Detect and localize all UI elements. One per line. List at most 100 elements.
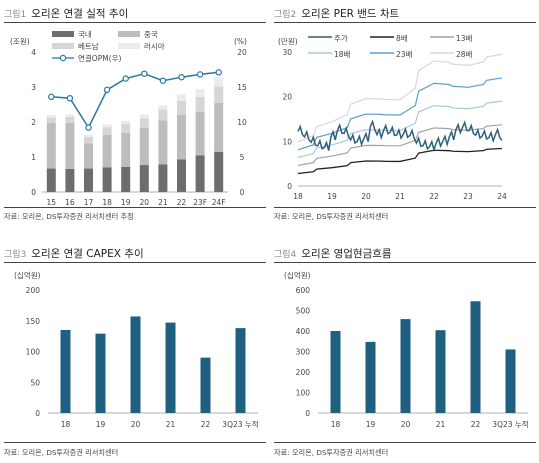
x-tick-label: 24 bbox=[497, 192, 507, 201]
x-tick-label: 15 bbox=[47, 198, 57, 207]
opm-point bbox=[159, 77, 167, 84]
stacked-bar-segment bbox=[195, 96, 205, 112]
chart-4-svg: (십억원) 0 100 200 300 400 500 600 18 19 20 21 22 3Q23 누… bbox=[284, 271, 529, 429]
chart-panel-1: 그림1 오리온 연결 실적 추이 (조원) (%) 0 1 2 3 4 0 5 10 15 20 15 16… bbox=[0, 0, 268, 230]
x-tick-label: 23F bbox=[193, 198, 207, 207]
bar bbox=[365, 341, 376, 413]
x-tick-label: 18 bbox=[102, 198, 112, 207]
stacked-bar-segment bbox=[158, 120, 168, 165]
chart-4-bottom-rule bbox=[274, 442, 536, 443]
legend-label: 8배 bbox=[396, 34, 408, 43]
y2-tick-label: 5 bbox=[240, 153, 245, 162]
chart-2-svg: (만원) 0 10 20 30 18 19 20 21 22 23 24 주가 8배 13배 18배 23배 28… bbox=[278, 34, 507, 201]
opm-point bbox=[48, 93, 55, 101]
bar bbox=[330, 331, 341, 413]
y-tick-label: 500 bbox=[296, 307, 311, 316]
opm-point bbox=[85, 124, 92, 131]
stacked-bar-segment bbox=[195, 155, 205, 192]
y-tick-label: 300 bbox=[296, 348, 311, 357]
opm-point bbox=[178, 73, 185, 81]
x-tick-label: 3Q23 누적 bbox=[222, 419, 258, 429]
stacked-bar-segment bbox=[102, 167, 112, 192]
chart-1-bottom-rule bbox=[4, 207, 266, 208]
chart-2-title-rule bbox=[274, 22, 536, 23]
opm-point bbox=[196, 71, 204, 78]
bar bbox=[505, 349, 516, 413]
y2-tick-label: 20 bbox=[237, 48, 247, 57]
y-tick-label: 150 bbox=[26, 317, 41, 326]
bar bbox=[200, 357, 211, 413]
chart-3-title-rule bbox=[4, 262, 266, 263]
chart-1-source: 자료: 오리온, DS투자증권 리서치센터 추정 bbox=[4, 212, 134, 221]
chart-3-figure-number: 그림3 bbox=[4, 250, 27, 260]
bar bbox=[235, 328, 246, 413]
stacked-bar-segment bbox=[46, 168, 56, 192]
y-tick-label: 4 bbox=[31, 48, 36, 57]
chart-2-source: 자료: 오리온, DS투자증권 리서치센터 bbox=[274, 212, 389, 221]
per-band-line bbox=[297, 147, 503, 175]
legend-label: 28배 bbox=[456, 50, 473, 59]
stacked-bar-segment bbox=[177, 94, 186, 101]
bar bbox=[165, 322, 176, 413]
y-tick-label: 0 bbox=[305, 409, 310, 418]
stacked-bar-segment bbox=[139, 165, 149, 192]
y-tick-label: 200 bbox=[26, 286, 41, 295]
x-tick-label: 3Q23 누적 bbox=[492, 419, 528, 429]
y-tick-label: 200 bbox=[296, 368, 311, 377]
x-tick-label: 22 bbox=[201, 420, 211, 429]
legend-label: 23배 bbox=[396, 50, 413, 59]
y-tick-label: 0 bbox=[287, 182, 292, 191]
chart-4-figure-number: 그림4 bbox=[274, 250, 297, 260]
stacked-bar-segment bbox=[121, 166, 131, 192]
legend-label: 중국 bbox=[144, 30, 158, 39]
y-tick-label: 400 bbox=[296, 327, 311, 336]
x-tick-label: 16 bbox=[65, 198, 75, 207]
x-tick-label: 19 bbox=[96, 420, 106, 429]
x-tick-label: 22 bbox=[177, 198, 187, 207]
chart-1-svg: (조원) (%) 0 1 2 3 4 0 5 10 15 20 15 16 17 18 19 20 21 22 23F 2… bbox=[10, 30, 247, 207]
per-band-line bbox=[297, 53, 503, 143]
legend-label: 러시아 bbox=[144, 41, 165, 51]
chart-4-title-rule bbox=[274, 262, 536, 263]
stacked-bar-segment bbox=[84, 134, 93, 138]
bar bbox=[130, 316, 141, 413]
legend-swatch bbox=[52, 43, 74, 49]
stacked-bar-segment bbox=[195, 89, 205, 97]
stacked-bar-segment bbox=[177, 101, 186, 115]
y-tick-label: 30 bbox=[282, 48, 292, 57]
bar bbox=[95, 333, 106, 413]
stacked-bar-segment bbox=[214, 102, 224, 152]
stacked-bar-segment bbox=[121, 132, 131, 167]
y-tick-label: 0 bbox=[31, 188, 36, 197]
y2-tick-label: 10 bbox=[237, 118, 247, 127]
stacked-bar-segment bbox=[102, 124, 112, 128]
stacked-bar-segment bbox=[65, 122, 75, 169]
x-tick-label: 20 bbox=[131, 420, 141, 429]
x-tick-label: 18 bbox=[331, 420, 341, 429]
legend-label: 베트남 bbox=[78, 42, 99, 51]
y2-tick-label: 15 bbox=[237, 83, 247, 92]
y-tick-label: 1 bbox=[31, 153, 36, 162]
legend-swatch bbox=[52, 31, 74, 37]
stacked-bar-segment bbox=[139, 127, 149, 166]
y-tick-label: 100 bbox=[26, 348, 41, 357]
stacked-bar-segment bbox=[214, 77, 224, 87]
chart-2-axis-unit: (만원) bbox=[278, 37, 298, 46]
chart-4-axis-unit: (십억원) bbox=[284, 271, 311, 280]
opm-point bbox=[215, 69, 222, 76]
y-tick-label: 2 bbox=[31, 118, 36, 127]
stacked-bar-segment bbox=[46, 123, 56, 169]
x-tick-label: 20 bbox=[361, 192, 371, 201]
chart-1-title-rule bbox=[4, 22, 266, 23]
stacked-bar-segment bbox=[158, 109, 168, 121]
legend-label: 연결OPM(우) bbox=[78, 53, 122, 63]
stacked-bar-segment bbox=[177, 114, 186, 160]
chart-3-title: 그림3 오리온 연결 CAPEX 추이 bbox=[4, 246, 144, 261]
chart-4-title-text: 오리온 영업현금흐름 bbox=[301, 248, 392, 260]
chart-1-title: 그림1 오리온 연결 실적 추이 bbox=[4, 6, 128, 21]
legend-label: 18배 bbox=[334, 50, 351, 59]
chart-3-title-text: 오리온 연결 CAPEX 추이 bbox=[31, 248, 144, 260]
chart-3-svg: (십억원) 0 50 100 150 200 18 19 20 21 22 3Q23 누적 bbox=[14, 271, 259, 429]
y-tick-label: 3 bbox=[31, 83, 36, 92]
x-tick-label: 18 bbox=[293, 192, 303, 201]
